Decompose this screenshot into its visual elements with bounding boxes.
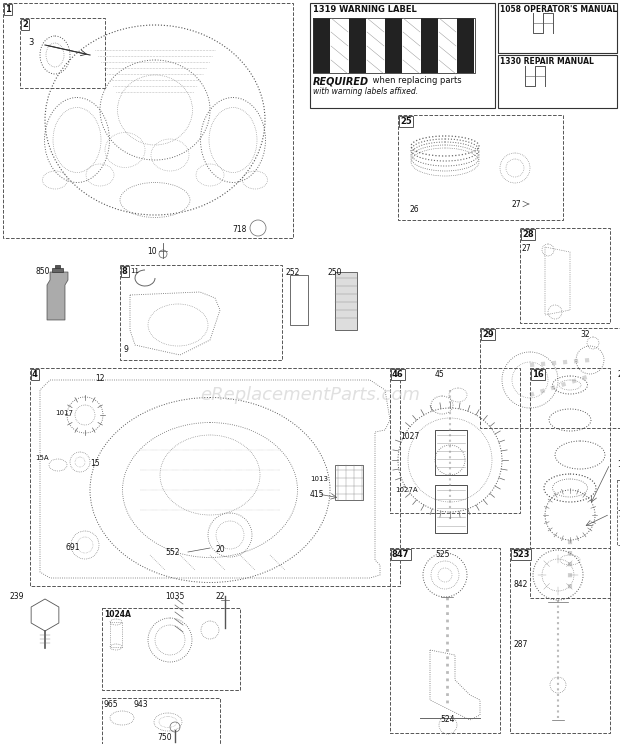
Bar — [390, 368, 520, 513]
Text: 1: 1 — [5, 5, 11, 14]
Bar — [310, 3, 495, 108]
Text: 2: 2 — [22, 20, 28, 29]
Bar — [335, 272, 357, 330]
Text: 1027: 1027 — [400, 432, 419, 441]
Bar — [390, 548, 500, 733]
Text: 20: 20 — [215, 545, 224, 554]
Polygon shape — [55, 265, 60, 268]
Text: 691: 691 — [65, 543, 79, 552]
Text: 1058 OPERATOR'S MANUAL: 1058 OPERATOR'S MANUAL — [500, 5, 618, 14]
Text: 27: 27 — [522, 244, 531, 253]
Text: when replacing parts: when replacing parts — [370, 76, 462, 85]
Text: 842: 842 — [513, 580, 528, 589]
Text: 25: 25 — [400, 117, 412, 126]
Text: 10: 10 — [147, 247, 157, 256]
Text: 250: 250 — [328, 268, 342, 277]
Text: 45: 45 — [435, 370, 445, 379]
Bar — [102, 698, 220, 744]
Bar — [520, 228, 610, 323]
Bar — [457, 18, 474, 73]
Text: 287: 287 — [513, 640, 528, 649]
Text: 28: 28 — [522, 230, 534, 239]
Text: 15A: 15A — [35, 455, 48, 461]
Bar — [498, 55, 617, 108]
Text: 525: 525 — [435, 550, 449, 559]
Text: 252: 252 — [285, 268, 299, 277]
Polygon shape — [47, 272, 68, 320]
Bar — [439, 18, 456, 73]
Polygon shape — [52, 268, 63, 272]
Bar — [3, 3, 293, 238]
Text: 26: 26 — [410, 205, 420, 214]
Text: 8: 8 — [122, 267, 128, 276]
Text: 357: 357 — [619, 482, 620, 488]
Text: 1013: 1013 — [310, 476, 328, 482]
Bar — [102, 608, 240, 690]
Text: 850: 850 — [35, 267, 50, 276]
Text: 1330 REPAIR MANUAL: 1330 REPAIR MANUAL — [500, 57, 594, 66]
Bar — [435, 485, 467, 533]
Text: 29: 29 — [482, 330, 494, 339]
Text: REQUIRED: REQUIRED — [313, 76, 369, 86]
Text: 524: 524 — [440, 715, 454, 724]
Text: 415: 415 — [310, 490, 324, 499]
Text: 32: 32 — [580, 330, 590, 339]
Bar — [30, 368, 400, 586]
Bar — [403, 18, 420, 73]
Bar — [530, 368, 610, 598]
Bar — [349, 18, 366, 73]
Text: 12: 12 — [95, 374, 105, 383]
Text: with warning labels affixed.: with warning labels affixed. — [313, 87, 418, 96]
Bar — [421, 18, 438, 73]
Text: 750: 750 — [157, 733, 172, 742]
Bar — [617, 480, 620, 545]
Bar — [498, 3, 617, 53]
Text: 27: 27 — [512, 200, 521, 209]
Text: 1319 WARNING LABEL: 1319 WARNING LABEL — [313, 5, 417, 14]
Text: 1017: 1017 — [55, 410, 73, 416]
Text: 1035: 1035 — [165, 592, 184, 601]
Text: 11: 11 — [130, 268, 139, 274]
Text: 16: 16 — [532, 370, 544, 379]
Text: 965: 965 — [104, 700, 118, 709]
Text: 3: 3 — [28, 38, 33, 47]
Text: 741: 741 — [617, 510, 620, 519]
Bar — [510, 548, 610, 733]
Bar — [335, 465, 363, 500]
Bar — [367, 18, 384, 73]
Text: 9: 9 — [123, 345, 128, 354]
Bar — [20, 18, 105, 88]
Bar — [435, 430, 467, 475]
Text: eReplacementParts.com: eReplacementParts.com — [200, 386, 420, 404]
Text: 1027A: 1027A — [395, 487, 418, 493]
Bar — [110, 622, 122, 647]
Text: 1024A: 1024A — [104, 610, 131, 619]
Bar — [313, 18, 475, 73]
Bar — [313, 18, 330, 73]
Bar — [398, 115, 563, 220]
Bar — [290, 275, 308, 325]
Text: 239: 239 — [10, 592, 25, 601]
Text: 943: 943 — [133, 700, 148, 709]
Bar — [331, 18, 348, 73]
Text: 22: 22 — [215, 592, 224, 601]
Bar — [120, 265, 282, 360]
Text: 847: 847 — [392, 550, 409, 559]
Text: 4: 4 — [32, 370, 38, 379]
Text: 146: 146 — [617, 460, 620, 469]
Bar — [385, 18, 402, 73]
Text: 15: 15 — [90, 459, 100, 468]
Text: 24: 24 — [617, 370, 620, 379]
Text: 552: 552 — [165, 548, 180, 557]
Bar — [480, 328, 620, 428]
Text: 718: 718 — [232, 225, 246, 234]
Text: 523: 523 — [512, 550, 529, 559]
Text: 46: 46 — [392, 370, 404, 379]
